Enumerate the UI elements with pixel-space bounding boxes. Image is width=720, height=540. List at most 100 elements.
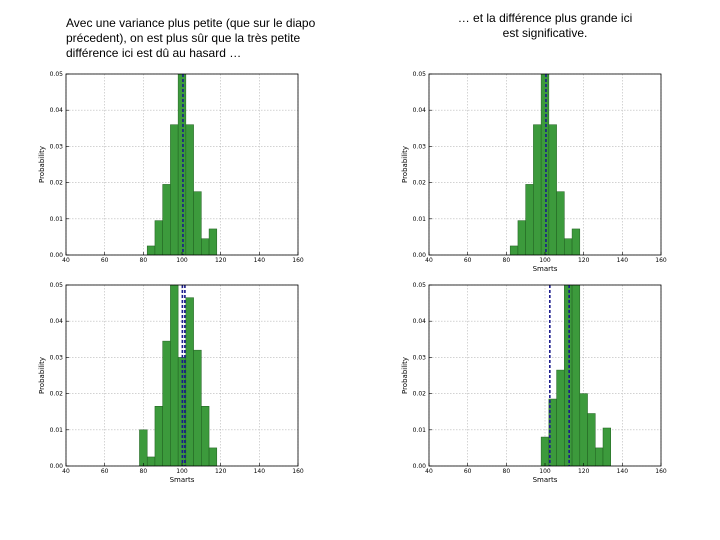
x-tick-label: 160 <box>655 257 667 264</box>
chart-1: 40 60 80 100 120 140 160 0.00 0.01 0.02 0.03 0.04 0.… <box>38 71 304 264</box>
bar <box>154 220 163 255</box>
bars <box>540 285 611 466</box>
bar <box>587 413 596 466</box>
x-tick-label: 120 <box>215 257 227 264</box>
y-tick-label: 0.05 <box>413 71 427 78</box>
y-tick-label: 0.02 <box>50 180 64 187</box>
x-tick-label: 160 <box>655 468 667 475</box>
x-tick-label: 120 <box>578 257 590 264</box>
y-tick-label: 0.04 <box>50 107 64 114</box>
y-tick-label: 0.05 <box>413 282 427 289</box>
y-tick-label: 0.01 <box>50 427 64 434</box>
chart-2: 40 60 80 100 120 140 160 0.00 0.01 0.02 0.03 0.04 0.… <box>401 71 667 273</box>
chart-4: 40 60 80 100 120 140 160 0.00 0.01 0.02 0.03 0.04 0.… <box>401 282 667 484</box>
y-tick-label: 0.05 <box>50 282 64 289</box>
y-axis-label: Probability <box>38 146 46 183</box>
y-axis-label: Probability <box>401 357 409 394</box>
x-tick-label: 100 <box>176 468 188 475</box>
bar <box>509 245 519 255</box>
x-tick-label: 40 <box>425 468 433 475</box>
bar <box>170 124 179 255</box>
x-tick-label: 140 <box>254 468 266 475</box>
y-tick-label: 0.01 <box>413 216 427 223</box>
bar <box>154 406 163 466</box>
x-tick-label: 60 <box>464 257 472 264</box>
y-tick-label: 0.00 <box>50 463 64 470</box>
bar <box>208 447 218 466</box>
bar <box>193 349 202 466</box>
x-tick-label: 100 <box>539 257 551 264</box>
bar <box>579 393 588 466</box>
x-tick-label: 160 <box>292 257 304 264</box>
bar <box>556 191 565 255</box>
x-tick-label: 160 <box>292 468 304 475</box>
bar <box>548 124 557 255</box>
bar <box>533 124 542 255</box>
x-axis-label: Smarts <box>170 476 195 484</box>
x-tick-label: 60 <box>101 257 109 264</box>
y-tick-label: 0.03 <box>413 354 427 361</box>
y-tick-label: 0.02 <box>413 391 427 398</box>
bar <box>540 74 550 255</box>
bar <box>564 238 573 255</box>
bar <box>201 238 210 255</box>
bars <box>139 285 218 466</box>
x-tick-label: 40 <box>62 468 70 475</box>
y-tick-label: 0.05 <box>50 71 64 78</box>
bar <box>146 456 156 466</box>
x-axis-label: Smarts <box>533 265 558 273</box>
y-tick-label: 0.02 <box>413 180 427 187</box>
note-left: Avec une variance plus petite (que sur l… <box>66 16 316 60</box>
x-tick-label: 140 <box>617 468 629 475</box>
bar <box>139 429 148 466</box>
x-tick-label: 100 <box>539 468 551 475</box>
bar <box>162 340 171 466</box>
bar <box>193 191 202 255</box>
bar <box>517 220 526 255</box>
bar <box>208 228 218 255</box>
y-tick-label: 0.04 <box>413 318 427 325</box>
note-right: … et la différence plus grande ici est s… <box>457 11 633 40</box>
x-tick-label: 40 <box>425 257 433 264</box>
y-tick-label: 0.00 <box>50 252 64 259</box>
x-tick-label: 80 <box>140 468 148 475</box>
bar <box>146 245 156 255</box>
y-tick-label: 0.03 <box>50 354 64 361</box>
y-tick-label: 0.04 <box>50 318 64 325</box>
x-axis-label: Smarts <box>533 476 558 484</box>
bar <box>571 228 581 255</box>
bars <box>146 74 218 255</box>
bar <box>540 436 550 466</box>
y-tick-label: 0.01 <box>50 216 64 223</box>
x-tick-label: 60 <box>101 468 109 475</box>
bar <box>602 427 611 466</box>
x-tick-label: 120 <box>578 468 590 475</box>
bar <box>564 285 573 466</box>
x-tick-label: 40 <box>62 257 70 264</box>
bar <box>177 74 187 255</box>
x-tick-label: 140 <box>617 257 629 264</box>
bars <box>509 74 581 255</box>
bar <box>595 447 604 466</box>
bar <box>525 184 534 255</box>
bar <box>201 406 210 466</box>
x-tick-label: 80 <box>140 257 148 264</box>
y-tick-label: 0.00 <box>413 463 427 470</box>
x-tick-label: 100 <box>176 257 188 264</box>
bar <box>571 285 581 466</box>
x-tick-label: 80 <box>503 468 511 475</box>
bar <box>185 124 194 255</box>
y-tick-label: 0.01 <box>413 427 427 434</box>
chart-3: 40 60 80 100 120 140 160 0.00 0.01 0.02 0.03 0.04 0.… <box>38 282 304 484</box>
y-axis-label: Probability <box>38 357 46 394</box>
y-tick-label: 0.03 <box>413 143 427 150</box>
y-tick-label: 0.04 <box>413 107 427 114</box>
bar <box>170 285 179 466</box>
x-tick-label: 60 <box>464 468 472 475</box>
y-tick-label: 0.03 <box>50 143 64 150</box>
y-axis-label: Probability <box>401 146 409 183</box>
x-tick-label: 80 <box>503 257 511 264</box>
x-tick-label: 120 <box>215 468 227 475</box>
bar <box>162 184 171 255</box>
